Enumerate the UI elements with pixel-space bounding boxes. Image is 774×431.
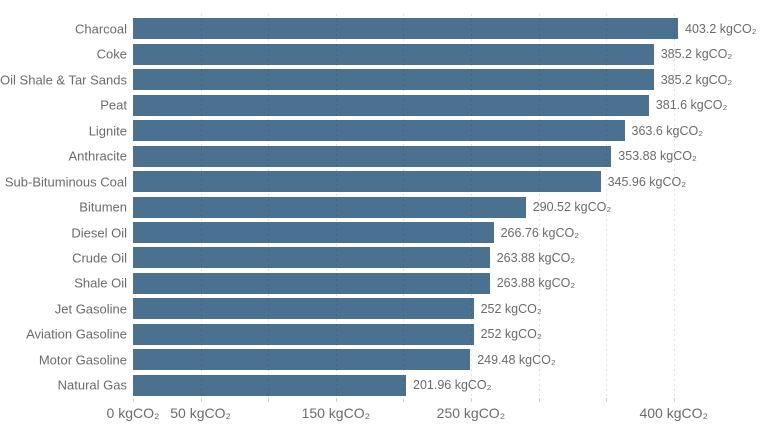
x-tick-label: 400 kgCO₂ [639, 405, 708, 421]
bar-lignite[interactable] [133, 120, 625, 142]
value-label-aviation-gasoline: 252 kgCO₂ [480, 327, 542, 342]
value-label-sub-bituminous-coal: 345.96 kgCO₂ [607, 174, 687, 189]
bar-sub-bituminous-coal[interactable] [133, 171, 601, 193]
bar-jet-gasoline[interactable] [133, 298, 474, 320]
value-label-motor-gasoline: 249.48 kgCO₂ [477, 352, 556, 367]
x-axis-tick-250 [470, 398, 472, 402]
bar-shale-oil[interactable] [133, 272, 490, 294]
category-label-crude-oil: Crude Oil [72, 250, 127, 266]
category-label-shale-oil: Shale Oil [74, 275, 127, 291]
x-axis-tick-300 [538, 398, 540, 402]
category-label-motor-gasoline: Motor Gasoline [38, 352, 127, 368]
x-axis-tick-400 [673, 398, 675, 402]
value-label-crude-oil: 263.88 kgCO₂ [496, 250, 576, 265]
value-label-bitumen: 290.52 kgCO₂ [532, 200, 612, 215]
category-label-jet-gasoline: Jet Gasoline [54, 301, 127, 317]
category-label-oil-shale-tar-sands: Oil Shale & Tar Sands [0, 72, 127, 88]
category-label-anthracite: Anthracite [68, 148, 127, 164]
category-label-aviation-gasoline: Aviation Gasoline [26, 326, 127, 342]
x-tick-label: 250 kgCO₂ [436, 405, 506, 421]
category-label-sub-bituminous-coal: Sub-Bituminous Coal [4, 174, 127, 190]
category-label-natural-gas: Natural Gas [57, 377, 127, 393]
x-axis-tick-50 [200, 398, 202, 402]
value-label-peat: 381.6 kgCO₂ [655, 98, 728, 113]
value-label-charcoal: 403.2 kgCO₂ [685, 21, 757, 36]
category-label-coke: Coke [96, 46, 127, 62]
x-tick-label: 50 kgCO₂ [170, 405, 231, 421]
bar-aviation-gasoline[interactable] [133, 323, 474, 345]
value-label-diesel-oil: 266.76 kgCO₂ [500, 225, 580, 240]
x-axis-tick-0 [133, 398, 134, 402]
category-label-lignite: Lignite [88, 123, 127, 139]
bar-charcoal[interactable] [133, 18, 678, 40]
x-axis-tick-200 [403, 398, 405, 402]
value-label-jet-gasoline: 252 kgCO₂ [480, 301, 542, 316]
x-tick-label: 0 kgCO₂ [106, 405, 160, 421]
bar-anthracite[interactable] [133, 145, 612, 167]
bar-peat[interactable] [133, 94, 649, 116]
x-axis-tick-150 [335, 398, 337, 402]
bar-coke[interactable] [133, 43, 654, 65]
category-label-charcoal: Charcoal [74, 21, 127, 37]
bar-diesel-oil[interactable] [133, 222, 494, 243]
x-tick-label: 150 kgCO₂ [301, 405, 371, 421]
value-label-natural-gas: 201.96 kgCO₂ [413, 378, 492, 393]
value-label-lignite: 363.6 kgCO₂ [631, 123, 704, 138]
category-label-diesel-oil: Diesel Oil [71, 225, 127, 240]
x-axis-tick-350 [606, 398, 608, 402]
v-gridline-400 [673, 14, 675, 398]
value-label-oil-shale-tar-sands: 385.2 kgCO₂ [660, 72, 733, 87]
value-label-shale-oil: 263.88 kgCO₂ [496, 276, 576, 291]
bar-crude-oil[interactable] [133, 247, 490, 269]
x-axis-tick-100 [268, 398, 270, 402]
value-label-anthracite: 353.88 kgCO₂ [618, 149, 697, 164]
bar-natural-gas[interactable] [133, 374, 406, 396]
category-label-peat: Peat [100, 97, 127, 113]
bar-bitumen[interactable] [133, 196, 526, 218]
value-label-coke: 385.2 kgCO₂ [660, 47, 733, 62]
category-label-bitumen: Bitumen [79, 199, 127, 215]
bar-oil-shale-tar-sands[interactable] [133, 69, 654, 91]
bar-motor-gasoline[interactable] [133, 349, 471, 371]
